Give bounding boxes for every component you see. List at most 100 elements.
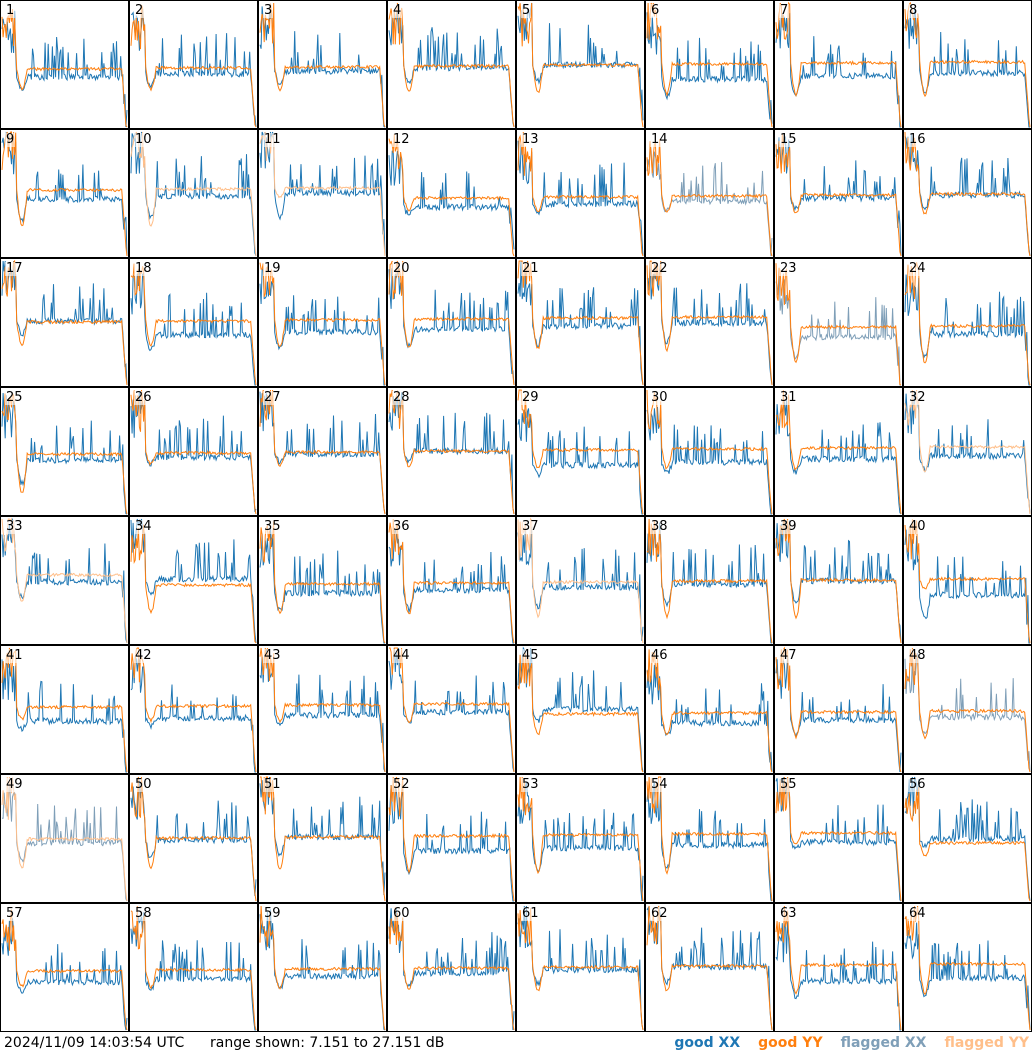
panel-number: 54 xyxy=(650,777,669,792)
series-yy-line xyxy=(259,905,386,1031)
panel-17: 17 xyxy=(0,258,129,387)
panel-number: 34 xyxy=(134,519,153,534)
series-yy-line xyxy=(130,776,257,902)
series-yy-line xyxy=(389,647,515,773)
panel-34: 34 xyxy=(129,516,258,645)
series-xx-line xyxy=(1,517,128,644)
legend-good-xx: good XX xyxy=(674,1035,741,1051)
panel-plot xyxy=(775,518,902,644)
panel-47: 47 xyxy=(774,645,903,774)
panel-plot xyxy=(904,647,1031,773)
panel-11: 11 xyxy=(258,129,387,258)
series-xx-line xyxy=(130,391,257,512)
series-xx-line xyxy=(517,2,644,121)
panel-number: 18 xyxy=(134,261,153,276)
series-yy-line xyxy=(1,259,128,386)
panel-number: 55 xyxy=(779,777,798,792)
series-xx-line xyxy=(388,529,514,644)
panel-plot xyxy=(904,519,1031,644)
panel-plot xyxy=(259,2,386,128)
series-yy-line xyxy=(1,647,128,773)
series-xx-line xyxy=(259,131,386,257)
series-xx-line xyxy=(646,905,773,1031)
panel-40: 40 xyxy=(903,516,1032,645)
series-yy-line xyxy=(904,389,1031,515)
panel-45: 45 xyxy=(516,645,645,774)
panel-plot xyxy=(775,646,902,773)
timestamp: 2024/11/09 14:03:54 UTC xyxy=(4,1035,185,1051)
panel-plot xyxy=(775,1,902,128)
panel-27: 27 xyxy=(258,387,387,516)
panel-1: 1 xyxy=(0,0,129,129)
series-xx-line xyxy=(1,10,128,128)
series-yy-line xyxy=(388,907,515,1031)
series-yy-line xyxy=(775,776,902,902)
panel-plot xyxy=(904,262,1031,386)
panel-number: 6 xyxy=(650,3,661,18)
series-xx-line xyxy=(388,907,515,1031)
panel-44: 44 xyxy=(387,645,516,774)
panel-28: 28 xyxy=(387,387,516,516)
series-xx-line xyxy=(646,261,773,386)
panel-plot xyxy=(775,263,902,386)
series-xx-line xyxy=(904,133,1031,257)
panel-number: 36 xyxy=(392,519,411,534)
panel-49: 49 xyxy=(0,774,129,903)
series-yy-line xyxy=(904,131,1031,257)
panel-48: 48 xyxy=(903,645,1032,774)
panel-number: 63 xyxy=(779,906,798,921)
panel-37: 37 xyxy=(516,516,645,645)
panel-number: 38 xyxy=(650,519,669,534)
panel-number: 64 xyxy=(908,906,927,921)
panel-number: 43 xyxy=(263,648,282,663)
panel-number: 20 xyxy=(392,261,411,276)
panel-plot xyxy=(1,131,128,257)
series-xx-line xyxy=(904,7,1030,128)
panel-plot xyxy=(646,389,773,515)
panel-plot xyxy=(259,262,386,386)
panel-plot xyxy=(775,390,902,515)
panel-plot xyxy=(130,518,257,644)
series-xx-line xyxy=(388,647,515,773)
panel-number: 62 xyxy=(650,906,669,921)
panel-number: 40 xyxy=(908,519,927,534)
series-yy-line xyxy=(517,131,644,257)
panel-plot xyxy=(646,139,773,257)
panel-35: 35 xyxy=(258,516,387,645)
series-xx-line xyxy=(904,529,1030,644)
panel-plot xyxy=(388,776,515,902)
panel-plot xyxy=(775,776,902,902)
series-yy-line xyxy=(646,2,773,128)
panel-16: 16 xyxy=(903,129,1032,258)
series-yy-line xyxy=(517,653,644,773)
series-xx-line xyxy=(646,522,773,644)
panel-plot xyxy=(646,518,773,644)
panel-number: 39 xyxy=(779,519,798,534)
panel-3: 3 xyxy=(258,0,387,129)
series-yy-line xyxy=(775,390,902,515)
series-yy-line xyxy=(388,776,515,902)
panel-6: 6 xyxy=(645,0,774,129)
panel-number: 1 xyxy=(5,3,16,18)
panel-plot xyxy=(130,4,257,128)
series-yy-line xyxy=(259,647,386,773)
panel-8: 8 xyxy=(903,0,1032,129)
panel-plot xyxy=(259,131,386,257)
series-yy-line xyxy=(259,521,386,644)
panel-plot xyxy=(517,2,644,128)
panel-plot xyxy=(1,647,128,773)
series-xx-line xyxy=(775,399,902,515)
panel-number: 42 xyxy=(134,648,153,663)
series-xx-line xyxy=(517,781,644,902)
panel-19: 19 xyxy=(258,258,387,387)
series-xx-line xyxy=(646,143,773,257)
panel-plot xyxy=(259,905,386,1031)
panel-12: 12 xyxy=(387,129,516,258)
panel-plot xyxy=(646,649,773,773)
panel-plot xyxy=(130,776,257,902)
panel-plot xyxy=(259,647,386,773)
panel-plot xyxy=(775,905,902,1031)
panel-24: 24 xyxy=(903,258,1032,387)
panel-plot xyxy=(517,131,644,257)
panel-62: 62 xyxy=(645,903,774,1032)
